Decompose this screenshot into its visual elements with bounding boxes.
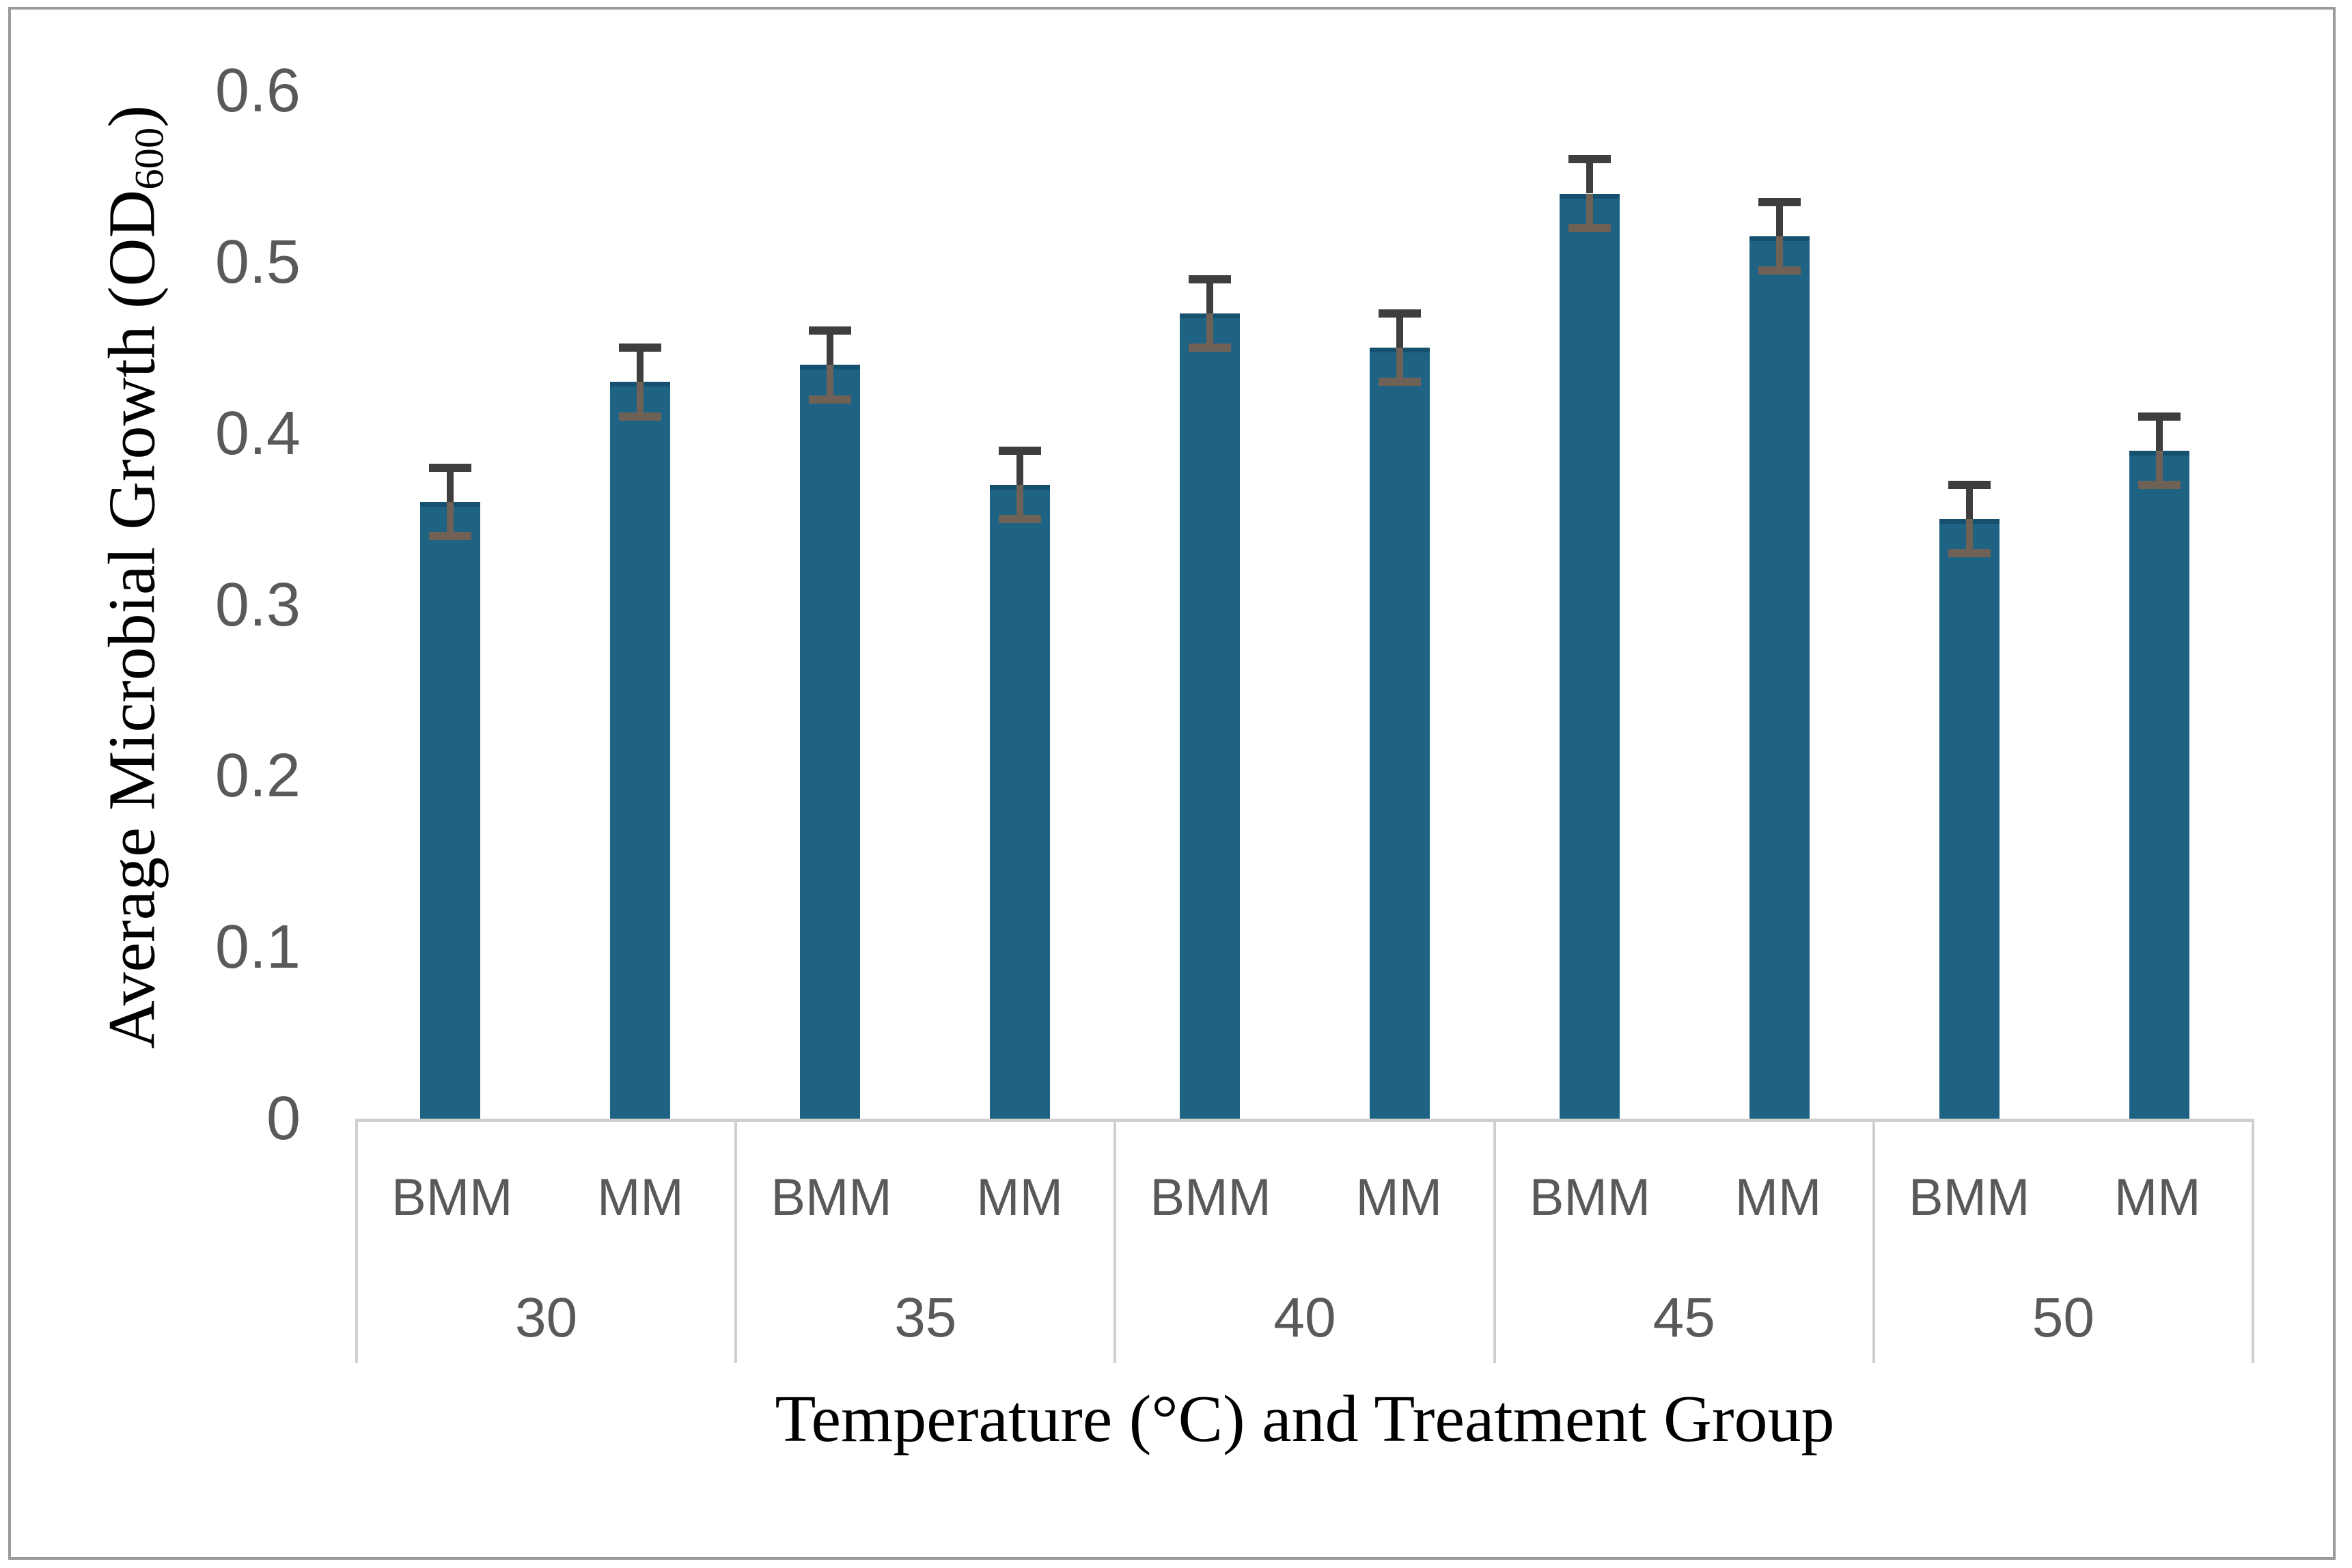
treatment-label-row-45: BMM MM [1496, 1122, 1872, 1272]
y-tick-label-0.5: 0.5 [215, 227, 301, 296]
treatment-label-45-MM: MM [1734, 1168, 1822, 1227]
error-bar-lower-cap-45-BMM [1568, 223, 1611, 232]
error-bar-upper-cap-40-BMM [1189, 275, 1231, 283]
error-bar-upper-cap-50-BMM [1948, 480, 1991, 489]
error-bar-upper-whisker-35-BMM [827, 331, 833, 365]
treatment-label-40-MM: MM [1355, 1168, 1443, 1227]
error-bar-upper-cap-50-MM [2138, 412, 2181, 421]
category-group-30: BMM MM 30 [355, 1122, 734, 1363]
bar-50-BMM [1939, 519, 2000, 1119]
y-tick-label-0: 0 [266, 1084, 301, 1153]
error-bar-lower-whisker-45-BMM [1586, 193, 1593, 228]
category-group-50: BMM MM 50 [1872, 1122, 2255, 1363]
error-bar-upper-cap-35-BMM [809, 326, 851, 335]
error-bar-lower-cap-30-MM [619, 412, 661, 421]
error-bar-lower-whisker-30-BMM [447, 502, 454, 537]
error-bar-upper-whisker-40-MM [1396, 313, 1403, 348]
error-bar-lower-cap-50-BMM [1948, 549, 1991, 558]
bar-30-MM [610, 382, 670, 1119]
error-bar-upper-whisker-30-MM [637, 348, 644, 382]
error-bar-lower-whisker-30-MM [637, 382, 644, 417]
y-tick-label-0.3: 0.3 [215, 570, 301, 639]
error-bar-lower-cap-40-BMM [1189, 344, 1231, 352]
treatment-label-40-BMM: BMM [1150, 1168, 1271, 1227]
error-bar-upper-cap-35-MM [999, 446, 1041, 455]
error-bar-upper-whisker-50-BMM [1966, 484, 1973, 520]
bar-45-MM [1749, 236, 1810, 1119]
treatment-label-35-MM: MM [976, 1168, 1063, 1227]
temperature-label-45: 45 [1652, 1286, 1715, 1349]
error-bar-upper-cap-30-BMM [429, 463, 471, 472]
error-bar-lower-cap-45-MM [1758, 266, 1801, 275]
error-bar-upper-whisker-45-BMM [1586, 159, 1593, 194]
category-group-35: BMM MM 35 [734, 1122, 1113, 1363]
treatment-label-35-BMM: BMM [771, 1168, 892, 1227]
y-tick-label-0.2: 0.2 [215, 742, 301, 811]
error-bar-lower-whisker-40-BMM [1206, 313, 1213, 348]
error-bar-lower-whisker-45-MM [1776, 236, 1783, 271]
x-axis-title: Temperature (°C) and Treatment Group [775, 1382, 1835, 1456]
bar-35-MM [990, 484, 1050, 1119]
error-bar-upper-whisker-30-BMM [447, 467, 454, 502]
treatment-label-30-MM: MM [597, 1168, 684, 1227]
treatment-label-row-35: BMM MM [737, 1122, 1113, 1272]
error-bar-lower-whisker-50-MM [2156, 450, 2163, 485]
y-tick-label-0.6: 0.6 [215, 57, 301, 125]
error-bar-lower-cap-30-BMM [429, 532, 471, 541]
treatment-label-45-BMM: BMM [1529, 1168, 1651, 1227]
category-group-40: BMM MM 40 [1113, 1122, 1493, 1363]
temperature-label-40: 40 [1273, 1286, 1336, 1349]
error-bar-upper-cap-45-MM [1758, 198, 1801, 207]
treatment-label-30-BMM: BMM [391, 1168, 513, 1227]
error-bar-upper-cap-45-BMM [1568, 155, 1611, 164]
error-bar-upper-whisker-50-MM [2156, 416, 2163, 451]
error-bar-lower-cap-35-MM [999, 515, 1041, 524]
y-tick-label-0.4: 0.4 [215, 399, 301, 468]
y-tick-label-0.1: 0.1 [215, 913, 301, 982]
bar-45-BMM [1560, 193, 1620, 1119]
error-bar-upper-cap-40-MM [1379, 309, 1421, 318]
error-bar-lower-cap-50-MM [2138, 480, 2181, 489]
y-axis-tick-labels: 0 0.1 0.2 0.3 0.4 0.5 0.6 [0, 0, 301, 1568]
error-bar-upper-whisker-35-MM [1016, 450, 1023, 485]
bar-50-MM [2129, 450, 2189, 1119]
treatment-label-row-50: BMM MM [1875, 1122, 2252, 1272]
treatment-label-row-40: BMM MM [1116, 1122, 1493, 1272]
error-bar-lower-whisker-50-BMM [1966, 519, 1973, 554]
temperature-label-30: 30 [514, 1286, 578, 1349]
category-axis-table: BMM MM 30 BMM MM 35 BMM MM 40 BMM MM 45 BMM MM 50 [355, 1119, 2255, 1363]
error-bar-upper-whisker-40-BMM [1206, 279, 1213, 314]
treatment-label-50-MM: MM [2114, 1168, 2201, 1227]
plot-area [355, 91, 2254, 1119]
temperature-label-35: 35 [894, 1286, 957, 1349]
treatment-label-row-30: BMM MM [358, 1122, 734, 1272]
error-bar-lower-whisker-35-BMM [827, 365, 833, 400]
error-bar-lower-whisker-40-MM [1396, 348, 1403, 382]
bar-40-BMM [1180, 313, 1240, 1119]
error-bar-lower-cap-40-MM [1379, 378, 1421, 387]
error-bar-upper-whisker-45-MM [1776, 202, 1783, 237]
error-bar-lower-cap-35-BMM [809, 395, 851, 404]
treatment-label-50-BMM: BMM [1908, 1168, 2030, 1227]
bar-30-BMM [420, 502, 480, 1119]
error-bar-upper-cap-30-MM [619, 344, 661, 352]
temperature-label-50: 50 [2032, 1286, 2095, 1349]
bar-40-MM [1370, 348, 1430, 1119]
error-bar-lower-whisker-35-MM [1016, 484, 1023, 520]
category-group-45: BMM MM 45 [1493, 1122, 1872, 1363]
bar-35-BMM [800, 365, 860, 1119]
